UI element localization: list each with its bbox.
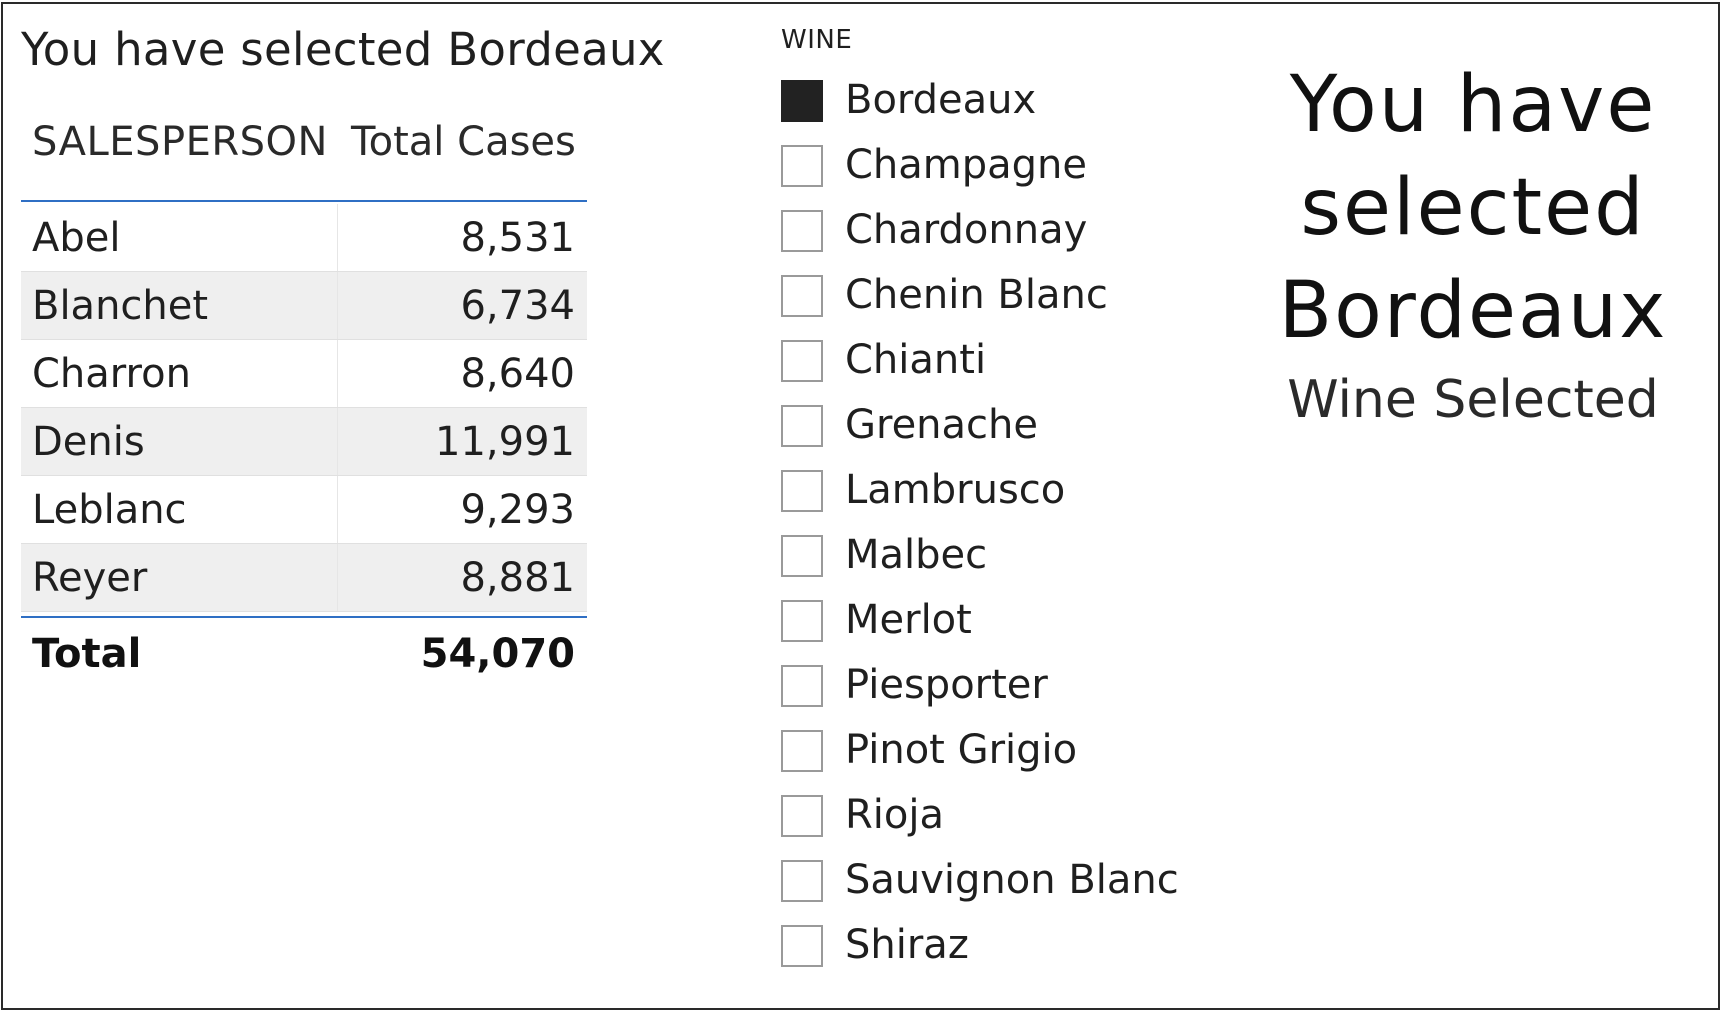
table-row[interactable]: Denis 11,991: [21, 408, 587, 476]
table-row[interactable]: Charron 8,640: [21, 340, 587, 408]
column-divider: [337, 272, 338, 339]
slicer-item-merlot[interactable]: Merlot: [781, 590, 1241, 655]
slicer-item-chianti[interactable]: Chianti: [781, 330, 1241, 395]
column-divider: [337, 408, 338, 475]
slicer-item-label: Pinot Grigio: [845, 727, 1078, 773]
checkbox-icon[interactable]: [781, 925, 823, 967]
slicer-item-chardonnay[interactable]: Chardonnay: [781, 200, 1241, 265]
checkbox-icon[interactable]: [781, 730, 823, 772]
slicer-item-bordeaux[interactable]: Bordeaux: [781, 70, 1241, 135]
salesperson-cell: Leblanc: [32, 487, 187, 533]
total-value: 54,070: [420, 631, 575, 677]
table-header: SALESPERSON Total Cases: [21, 98, 587, 202]
slicer-item-label: Champagne: [845, 142, 1088, 188]
salesperson-cell: Denis: [32, 419, 145, 465]
slicer-item-pinot-grigio[interactable]: Pinot Grigio: [781, 720, 1241, 785]
checkbox-icon[interactable]: [781, 795, 823, 837]
slicer-item-shiraz[interactable]: Shiraz: [781, 915, 1241, 980]
salesperson-cell: Charron: [32, 351, 191, 397]
column-divider: [337, 544, 338, 611]
checkbox-icon[interactable]: [781, 340, 823, 382]
checkbox-icon[interactable]: [781, 535, 823, 577]
total-cases-cell: 8,531: [460, 215, 575, 261]
slicer-item-label: Chianti: [845, 337, 987, 383]
slicer-item-label: Merlot: [845, 597, 972, 643]
card-value-line: selected: [1300, 163, 1646, 253]
card-label: Wine Selected: [1287, 370, 1659, 430]
total-label: Total: [32, 631, 142, 677]
slicer-item-sauvignon-blanc[interactable]: Sauvignon Blanc: [781, 850, 1241, 915]
column-divider: [337, 340, 338, 407]
checkbox-icon[interactable]: [781, 600, 823, 642]
column-divider: [337, 204, 338, 271]
table-row[interactable]: Blanchet 6,734: [21, 272, 587, 340]
slicer-item-label: Chardonnay: [845, 207, 1088, 253]
checkbox-icon[interactable]: [781, 145, 823, 187]
sales-table-visual: You have selected Bordeaux SALESPERSON T…: [21, 22, 665, 677]
slicer-item-label: Piesporter: [845, 662, 1048, 708]
total-cases-cell: 11,991: [435, 419, 575, 465]
salesperson-cell: Abel: [32, 215, 121, 261]
slicer-item-malbec[interactable]: Malbec: [781, 525, 1241, 590]
checkbox-icon[interactable]: [781, 470, 823, 512]
slicer-item-grenache[interactable]: Grenache: [781, 395, 1241, 460]
card-value-line: You have: [1289, 60, 1657, 150]
slicer-item-label: Sauvignon Blanc: [845, 857, 1179, 903]
selection-card: You have selected Bordeaux Wine Selected: [1258, 54, 1688, 431]
salesperson-cell: Reyer: [32, 555, 148, 601]
slicer-item-chenin-blanc[interactable]: Chenin Blanc: [781, 265, 1241, 330]
table-title: You have selected Bordeaux: [21, 23, 665, 76]
checkbox-checked-icon[interactable]: [781, 80, 823, 122]
slicer-item-label: Lambrusco: [845, 467, 1066, 513]
table-body: Abel 8,531 Blanchet 6,734 Charron 8,640 …: [21, 204, 587, 612]
table-row[interactable]: Leblanc 9,293: [21, 476, 587, 544]
slicer-item-label: Malbec: [845, 532, 988, 578]
checkbox-icon[interactable]: [781, 275, 823, 317]
column-header-total-cases[interactable]: Total Cases: [351, 119, 576, 165]
total-cases-cell: 6,734: [460, 283, 575, 329]
slicer-item-label: Chenin Blanc: [845, 272, 1108, 318]
total-cases-cell: 9,293: [460, 487, 575, 533]
table-total-row: Total 54,070: [21, 616, 587, 684]
card-value-line: Bordeaux: [1278, 266, 1668, 356]
slicer-header: WINE: [781, 25, 853, 55]
slicer-item-label: Bordeaux: [845, 77, 1037, 123]
slicer-item-rioja[interactable]: Rioja: [781, 785, 1241, 850]
checkbox-icon[interactable]: [781, 665, 823, 707]
wine-slicer: WINE Bordeaux Champagne Chardonnay Cheni…: [781, 24, 1241, 980]
total-cases-cell: 8,881: [460, 555, 575, 601]
column-header-salesperson[interactable]: SALESPERSON: [32, 119, 328, 165]
column-divider: [337, 476, 338, 543]
slicer-item-lambrusco[interactable]: Lambrusco: [781, 460, 1241, 525]
slicer-item-label: Shiraz: [845, 922, 969, 968]
card-value: You have selected Bordeaux: [1258, 54, 1688, 363]
slicer-item-champagne[interactable]: Champagne: [781, 135, 1241, 200]
slicer-item-label: Grenache: [845, 402, 1038, 448]
checkbox-icon[interactable]: [781, 210, 823, 252]
slicer-item-piesporter[interactable]: Piesporter: [781, 655, 1241, 720]
table-row[interactable]: Reyer 8,881: [21, 544, 587, 612]
salesperson-cell: Blanchet: [32, 283, 209, 329]
total-cases-cell: 8,640: [460, 351, 575, 397]
checkbox-icon[interactable]: [781, 860, 823, 902]
checkbox-icon[interactable]: [781, 405, 823, 447]
slicer-item-label: Rioja: [845, 792, 945, 838]
table-row[interactable]: Abel 8,531: [21, 204, 587, 272]
